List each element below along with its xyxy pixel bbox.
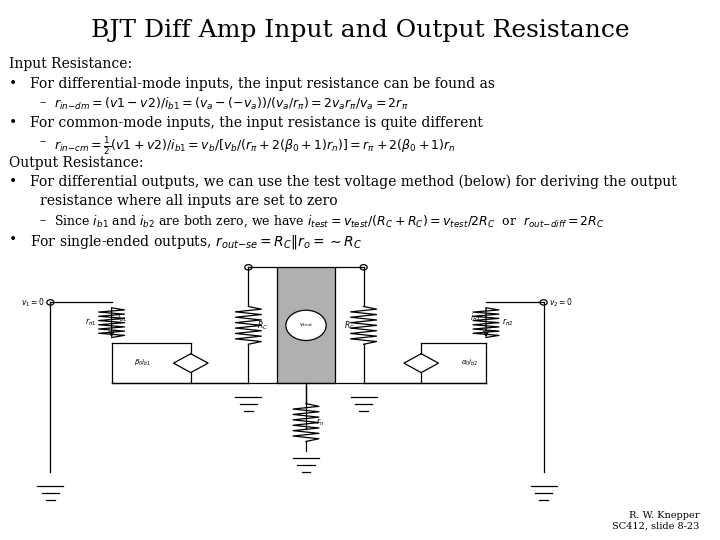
Text: •: • [9,175,17,189]
Text: For differential-mode inputs, the input resistance can be found as: For differential-mode inputs, the input … [30,77,495,91]
Circle shape [286,310,326,341]
Text: –: – [40,135,46,148]
Text: •: • [9,77,17,91]
Text: –: – [40,214,46,227]
Text: R. W. Knepper
SC412, slide 8-23: R. W. Knepper SC412, slide 8-23 [613,511,700,530]
Text: •: • [9,233,17,247]
Text: $v_{test}$: $v_{test}$ [299,321,313,329]
Bar [277,267,335,383]
Text: For single-ended outputs, $r_{out\mathit{-}se}=R_C\|r_o=\sim R_C$: For single-ended outputs, $r_{out\mathit… [30,233,361,251]
Text: For differential outputs, we can use the test voltage method (below) for derivin: For differential outputs, we can use the… [30,175,676,190]
Text: $r_{in\mathit{-}dm}=(v1-v2)/i_{b1}=(v_a-(-v_a))/(v_a/r_\pi)=2v_a r_\pi/v_a=2r_\p: $r_{in\mathit{-}dm}=(v1-v2)/i_{b1}=(v_a-… [54,96,408,112]
Text: $r_{\pi 1}$: $r_{\pi 1}$ [84,317,96,328]
Text: $\beta_0 i_{b1}$: $\beta_0 i_{b1}$ [134,358,151,368]
Text: $r_{in\mathit{-}cm}=\frac{1}{2}(v1+v2)/i_{b1}=v_b/[v_b/(r_\pi+2(\beta_0+1)r_n)]=: $r_{in\mathit{-}cm}=\frac{1}{2}(v1+v2)/i… [54,135,456,157]
Text: resistance where all inputs are set to zero: resistance where all inputs are set to z… [40,194,337,208]
Text: Since $i_{b1}$ and $i_{b2}$ are both zero, we have $i_{test}=v_{test}/(R_C+R_C)=: Since $i_{b1}$ and $i_{b2}$ are both zer… [54,214,605,230]
Text: Input Resistance:: Input Resistance: [9,57,132,71]
Text: $v_2=0$: $v_2=0$ [549,296,573,309]
Text: •: • [9,116,17,130]
Text: –: – [40,96,46,109]
Text: $v_1=0$: $v_1=0$ [21,296,45,309]
Text: Output Resistance:: Output Resistance: [9,156,144,170]
Text: $i_{b2}$: $i_{b2}$ [470,311,480,323]
Text: BJT Diff Amp Input and Output Resistance: BJT Diff Amp Input and Output Resistance [91,19,629,42]
Text: $i_{b1}$: $i_{b1}$ [117,311,127,323]
Text: $\alpha_0 i_{b2}$: $\alpha_0 i_{b2}$ [461,358,478,368]
Text: $R_C$: $R_C$ [257,319,268,332]
Text: $r_n$: $r_n$ [316,417,324,428]
Text: $r_{\pi 2}$: $r_{\pi 2}$ [502,317,513,328]
Text: $R_C$: $R_C$ [344,319,355,332]
Text: For common-mode inputs, the input resistance is quite different: For common-mode inputs, the input resist… [30,116,482,130]
